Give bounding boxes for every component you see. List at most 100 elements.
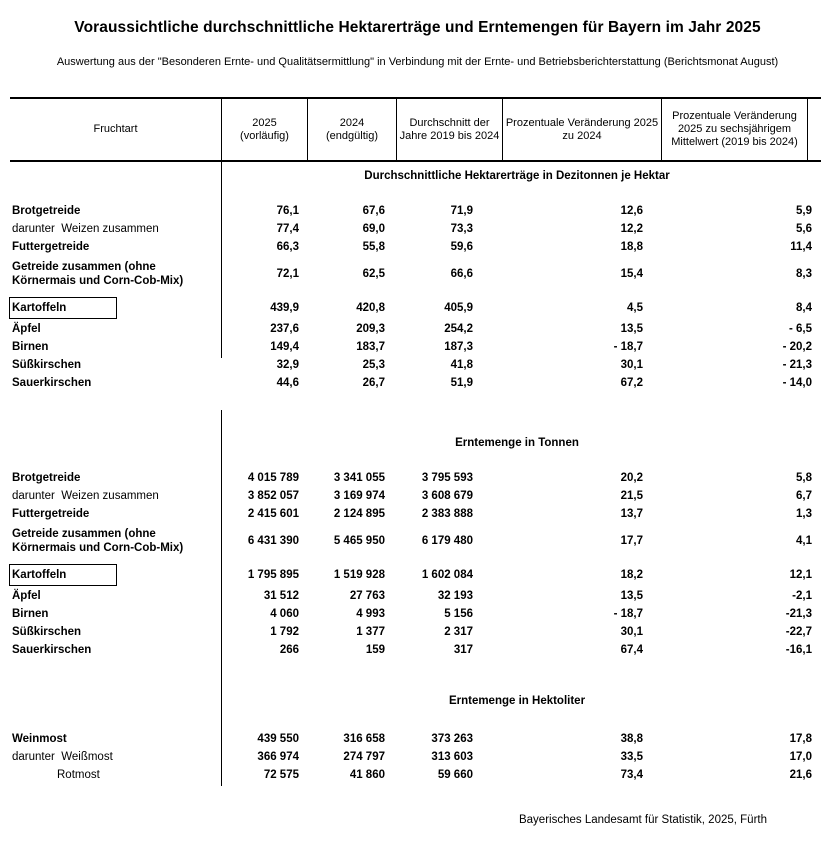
table-row: Rotmost 72 575 41 860 59 660 73,4 21,6 — [0, 766, 812, 784]
row-label-text: Sauerkirschen — [12, 377, 92, 389]
row-label: Birnen — [0, 340, 212, 354]
row-value: 254,2 — [444, 323, 473, 335]
row-value: 66,6 — [450, 268, 473, 280]
row-label-text: Sauerkirschen — [12, 644, 92, 656]
row-value: 8,3 — [796, 268, 812, 280]
row-label-text: Birnen — [12, 608, 49, 620]
row-label-text: Futtergetreide — [12, 508, 90, 520]
row-label: Brotgetreide — [0, 204, 212, 218]
row-label-text: darunter Weißmost — [12, 751, 113, 763]
row-value: 439 550 — [257, 733, 299, 745]
row-value: - 21,3 — [782, 359, 812, 371]
row-value: 26,7 — [362, 377, 385, 389]
row-value: - 20,2 — [782, 341, 812, 353]
row-value: 12,1 — [789, 569, 812, 581]
row-value: - 18,7 — [613, 341, 643, 353]
row-value: 17,8 — [789, 733, 812, 745]
row-value: 32,9 — [276, 359, 299, 371]
row-value: 4,1 — [796, 535, 812, 547]
header-cell-fruchtart: Fruchtart — [10, 99, 222, 160]
row-value: 30,1 — [620, 359, 643, 371]
row-value: 2 383 888 — [421, 508, 473, 520]
row-value: 2 124 895 — [333, 508, 385, 520]
row-value: -22,7 — [785, 626, 812, 638]
row-value: 4 060 — [270, 608, 299, 620]
row-label-text: Weinmost — [12, 733, 67, 745]
row-label: darunter Weizen zusammen — [0, 222, 212, 236]
table-row: Birnen 149,4 183,7 187,3 - 18,7 - 20,2 — [0, 338, 812, 356]
row-value: 149,4 — [270, 341, 299, 353]
table-row: Süßkirschen 32,9 25,3 41,8 30,1 - 21,3 — [0, 356, 812, 374]
table-section-3: Erntemenge in Hektoliter Weinmost 439 550 3… — [0, 692, 835, 784]
table-row: Sauerkirschen 44,6 26,7 51,9 67,2 - 14,0 — [0, 374, 812, 392]
row-label: Futtergetreide — [0, 240, 212, 254]
table-body: Durchschnittliche Hektarerträge in Dezit… — [0, 162, 835, 784]
row-value: 5,6 — [796, 223, 812, 235]
table-header-row: Fruchtart 2025 (vorläufig) 2024 (endgült… — [10, 97, 821, 162]
row-value: 15,4 — [620, 268, 643, 280]
table-row: Getreide zusammen (ohne Körnermais und C… — [0, 523, 812, 559]
row-value: 13,5 — [620, 323, 643, 335]
row-label: darunter Weißmost — [0, 750, 212, 764]
row-value: 30,1 — [620, 626, 643, 638]
row-value: 13,7 — [620, 508, 643, 520]
row-value: 316 658 — [343, 733, 385, 745]
column-divider-segment-1 — [221, 160, 222, 358]
row-label: Kartoffeln — [0, 297, 212, 319]
row-value: 3 852 057 — [247, 490, 299, 502]
row-value: 313 603 — [431, 751, 473, 763]
row-value: 41,8 — [450, 359, 473, 371]
row-label: Getreide zusammen (ohne Körnermais und C… — [0, 527, 212, 555]
row-value: 183,7 — [356, 341, 385, 353]
table-row: darunter Weizen zusammen 3 852 057 3 169 9… — [0, 487, 812, 505]
row-value: 73,4 — [620, 769, 643, 781]
row-label: Äpfel — [0, 322, 212, 336]
row-label: Sauerkirschen — [0, 643, 212, 657]
row-value: -21,3 — [785, 608, 812, 620]
row-value: 6 431 390 — [247, 535, 299, 547]
row-value: 73,3 — [450, 223, 473, 235]
header-cell-change-2025-vs-2024: Prozentuale Veränderung 2025 zu 2024 — [503, 99, 662, 160]
row-value: - 18,7 — [613, 608, 643, 620]
row-value: 18,2 — [620, 569, 643, 581]
table-section-2: Erntemenge in Tonnen Brotgetreide 4 015 78… — [0, 434, 835, 659]
row-value: 33,5 — [620, 751, 643, 763]
section-title: Erntemenge in Tonnen — [455, 437, 579, 449]
row-value: 3 795 593 — [421, 472, 473, 484]
row-label-text: Süßkirschen — [12, 626, 82, 638]
row-value: 317 — [453, 644, 473, 656]
row-label-text: Futtergetreide — [12, 241, 90, 253]
row-label-text: Getreide zusammen (ohne Körnermais und C… — [12, 528, 184, 554]
row-value: 420,8 — [356, 302, 385, 314]
column-divider-segment-2 — [221, 410, 222, 786]
row-value: 27 763 — [349, 590, 385, 602]
row-value: 21,5 — [620, 490, 643, 502]
row-value: 59 660 — [437, 769, 473, 781]
row-label: darunter Weizen zusammen — [0, 489, 212, 503]
report-subtitle: Auswertung aus der "Besonderen Ernte- un… — [56, 56, 779, 68]
row-value: 366 974 — [257, 751, 299, 763]
row-value: 209,3 — [356, 323, 385, 335]
row-value: 187,3 — [444, 341, 473, 353]
row-value: 373 263 — [431, 733, 473, 745]
table-row: Brotgetreide 4 015 789 3 341 055 3 795 593 2… — [0, 469, 812, 487]
row-value: 274 797 — [343, 751, 385, 763]
row-label-text: Rotmost — [57, 769, 100, 781]
row-value: 69,0 — [362, 223, 385, 235]
row-value: -2,1 — [792, 590, 812, 602]
row-value: 51,9 — [450, 377, 473, 389]
row-value: 67,6 — [362, 205, 385, 217]
row-value: 66,3 — [276, 241, 299, 253]
header-cell-2025-preliminary: 2025 (vorläufig) — [222, 99, 308, 160]
row-value: 405,9 — [444, 302, 473, 314]
row-value: 76,1 — [276, 205, 299, 217]
row-value: 8,4 — [796, 302, 812, 314]
table-row: Weinmost 439 550 316 658 373 263 38,8 17,8 — [0, 730, 812, 748]
row-value: 13,5 — [620, 590, 643, 602]
header-cell-2024-final: 2024 (endgültig) — [308, 99, 397, 160]
row-value: 5,9 — [796, 205, 812, 217]
table-row: Brotgetreide 76,1 67,6 71,9 12,6 5,9 — [0, 202, 812, 220]
row-value: 4,5 — [627, 302, 643, 314]
row-label-text: Äpfel — [12, 590, 41, 602]
